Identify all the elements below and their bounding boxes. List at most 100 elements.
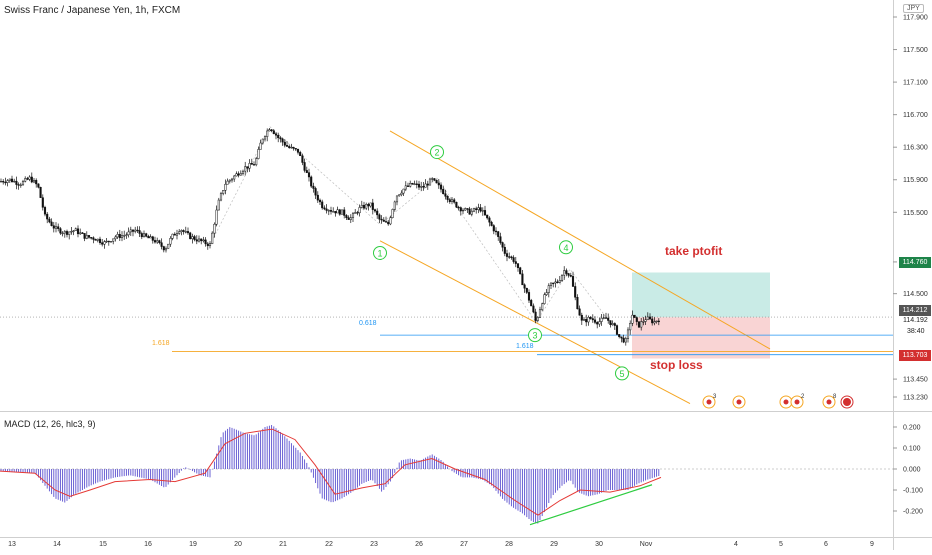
candle-body [129, 229, 132, 233]
candle-body [228, 179, 231, 182]
wave-label: 2 [434, 148, 439, 158]
currency-badge[interactable]: JPY [903, 4, 924, 13]
candle-body [145, 233, 148, 237]
candle-body [189, 232, 192, 240]
candle-body [497, 231, 500, 237]
candle-body [101, 242, 104, 245]
candle-body [277, 134, 280, 139]
candle-body [114, 236, 117, 240]
candle-body [336, 209, 339, 214]
wave-label-circle [528, 328, 542, 343]
candle-body [455, 201, 458, 208]
dividend-icon-core [736, 399, 742, 405]
wave-label-circle [615, 366, 629, 381]
candle-body [369, 202, 372, 207]
candle-body [63, 231, 66, 234]
candle-body [41, 197, 44, 208]
fib-1618-right-label: 1.618 [516, 343, 534, 350]
x-tick-label: 16 [144, 541, 152, 548]
price-tick-label: 116.700 [903, 112, 928, 119]
candle-body [266, 130, 269, 137]
candle-body [327, 210, 330, 212]
candle-body [424, 183, 427, 188]
candle-body [552, 282, 555, 285]
candle-body [321, 201, 324, 209]
candle-body [37, 183, 40, 188]
candle-body [303, 162, 306, 171]
candle-body [195, 239, 198, 242]
dividend-icon-core [783, 399, 789, 405]
candle-body [184, 231, 187, 233]
candle-body [604, 317, 608, 319]
candle-body [398, 194, 401, 197]
candle-body [576, 297, 579, 310]
candle-body [521, 273, 524, 286]
candle-body [589, 317, 592, 319]
price-tag-current: 114.212 [899, 305, 931, 316]
candle-body [272, 130, 275, 135]
candle-body [120, 235, 124, 239]
candle-body [310, 176, 313, 187]
candle-body [217, 199, 220, 211]
candle-body [325, 208, 328, 211]
candle-body [481, 210, 484, 212]
candle-body [404, 185, 407, 190]
candle-body [530, 300, 533, 307]
candle-body [516, 263, 520, 268]
candle-body [488, 217, 491, 223]
candle-body [204, 239, 207, 245]
candle-body [167, 243, 170, 249]
macd-tick-label: 0.200 [903, 425, 921, 432]
candle-body [72, 230, 75, 232]
candle-body [356, 212, 359, 214]
candle-body [560, 274, 564, 281]
wave-label: 1 [377, 248, 382, 258]
candle-body [360, 204, 363, 208]
candle-body [400, 192, 403, 195]
candle-body [362, 204, 366, 209]
candle-body [329, 210, 333, 212]
candle-body [587, 317, 590, 323]
candle-body [453, 199, 456, 203]
candle-body [98, 238, 102, 243]
candle-body [182, 230, 185, 232]
candle-body [314, 188, 317, 196]
candle-body [76, 228, 80, 235]
candle-body [178, 231, 181, 234]
macd-tick-label: -0.200 [903, 509, 923, 516]
candle-body [468, 208, 471, 215]
candle-body [46, 213, 49, 220]
candle-body [596, 322, 599, 325]
candle-body [411, 182, 414, 185]
candle-body [556, 281, 559, 283]
candle-body [532, 305, 535, 313]
candle-body [283, 141, 286, 146]
candle-body [105, 240, 108, 243]
candle-body [459, 207, 462, 212]
candle-body [301, 155, 304, 163]
price-tick-label: 116.300 [903, 145, 928, 152]
x-tick-label: 13 [8, 541, 16, 548]
candle-body [180, 230, 183, 232]
countdown-label: 38:40 [907, 328, 925, 335]
candle-body [123, 235, 126, 237]
candle-body [250, 162, 253, 165]
candle-body [433, 178, 436, 181]
candle-body [644, 319, 647, 322]
candle-body [259, 142, 262, 150]
candle-body [367, 203, 370, 207]
candle-body [244, 166, 247, 172]
candle-body [274, 133, 278, 136]
candle-body [241, 170, 245, 174]
price-tag-take-profit: 114.760 [899, 257, 931, 268]
candle-body [613, 323, 616, 326]
candle-body [83, 233, 86, 239]
candle-body [585, 319, 588, 323]
candle-body [477, 207, 480, 210]
candle-body [288, 146, 291, 148]
candle-body [8, 178, 11, 181]
stop-loss-zone [632, 317, 770, 359]
candle-body [483, 210, 487, 216]
candle-body [523, 284, 526, 289]
candle-body [499, 236, 502, 243]
